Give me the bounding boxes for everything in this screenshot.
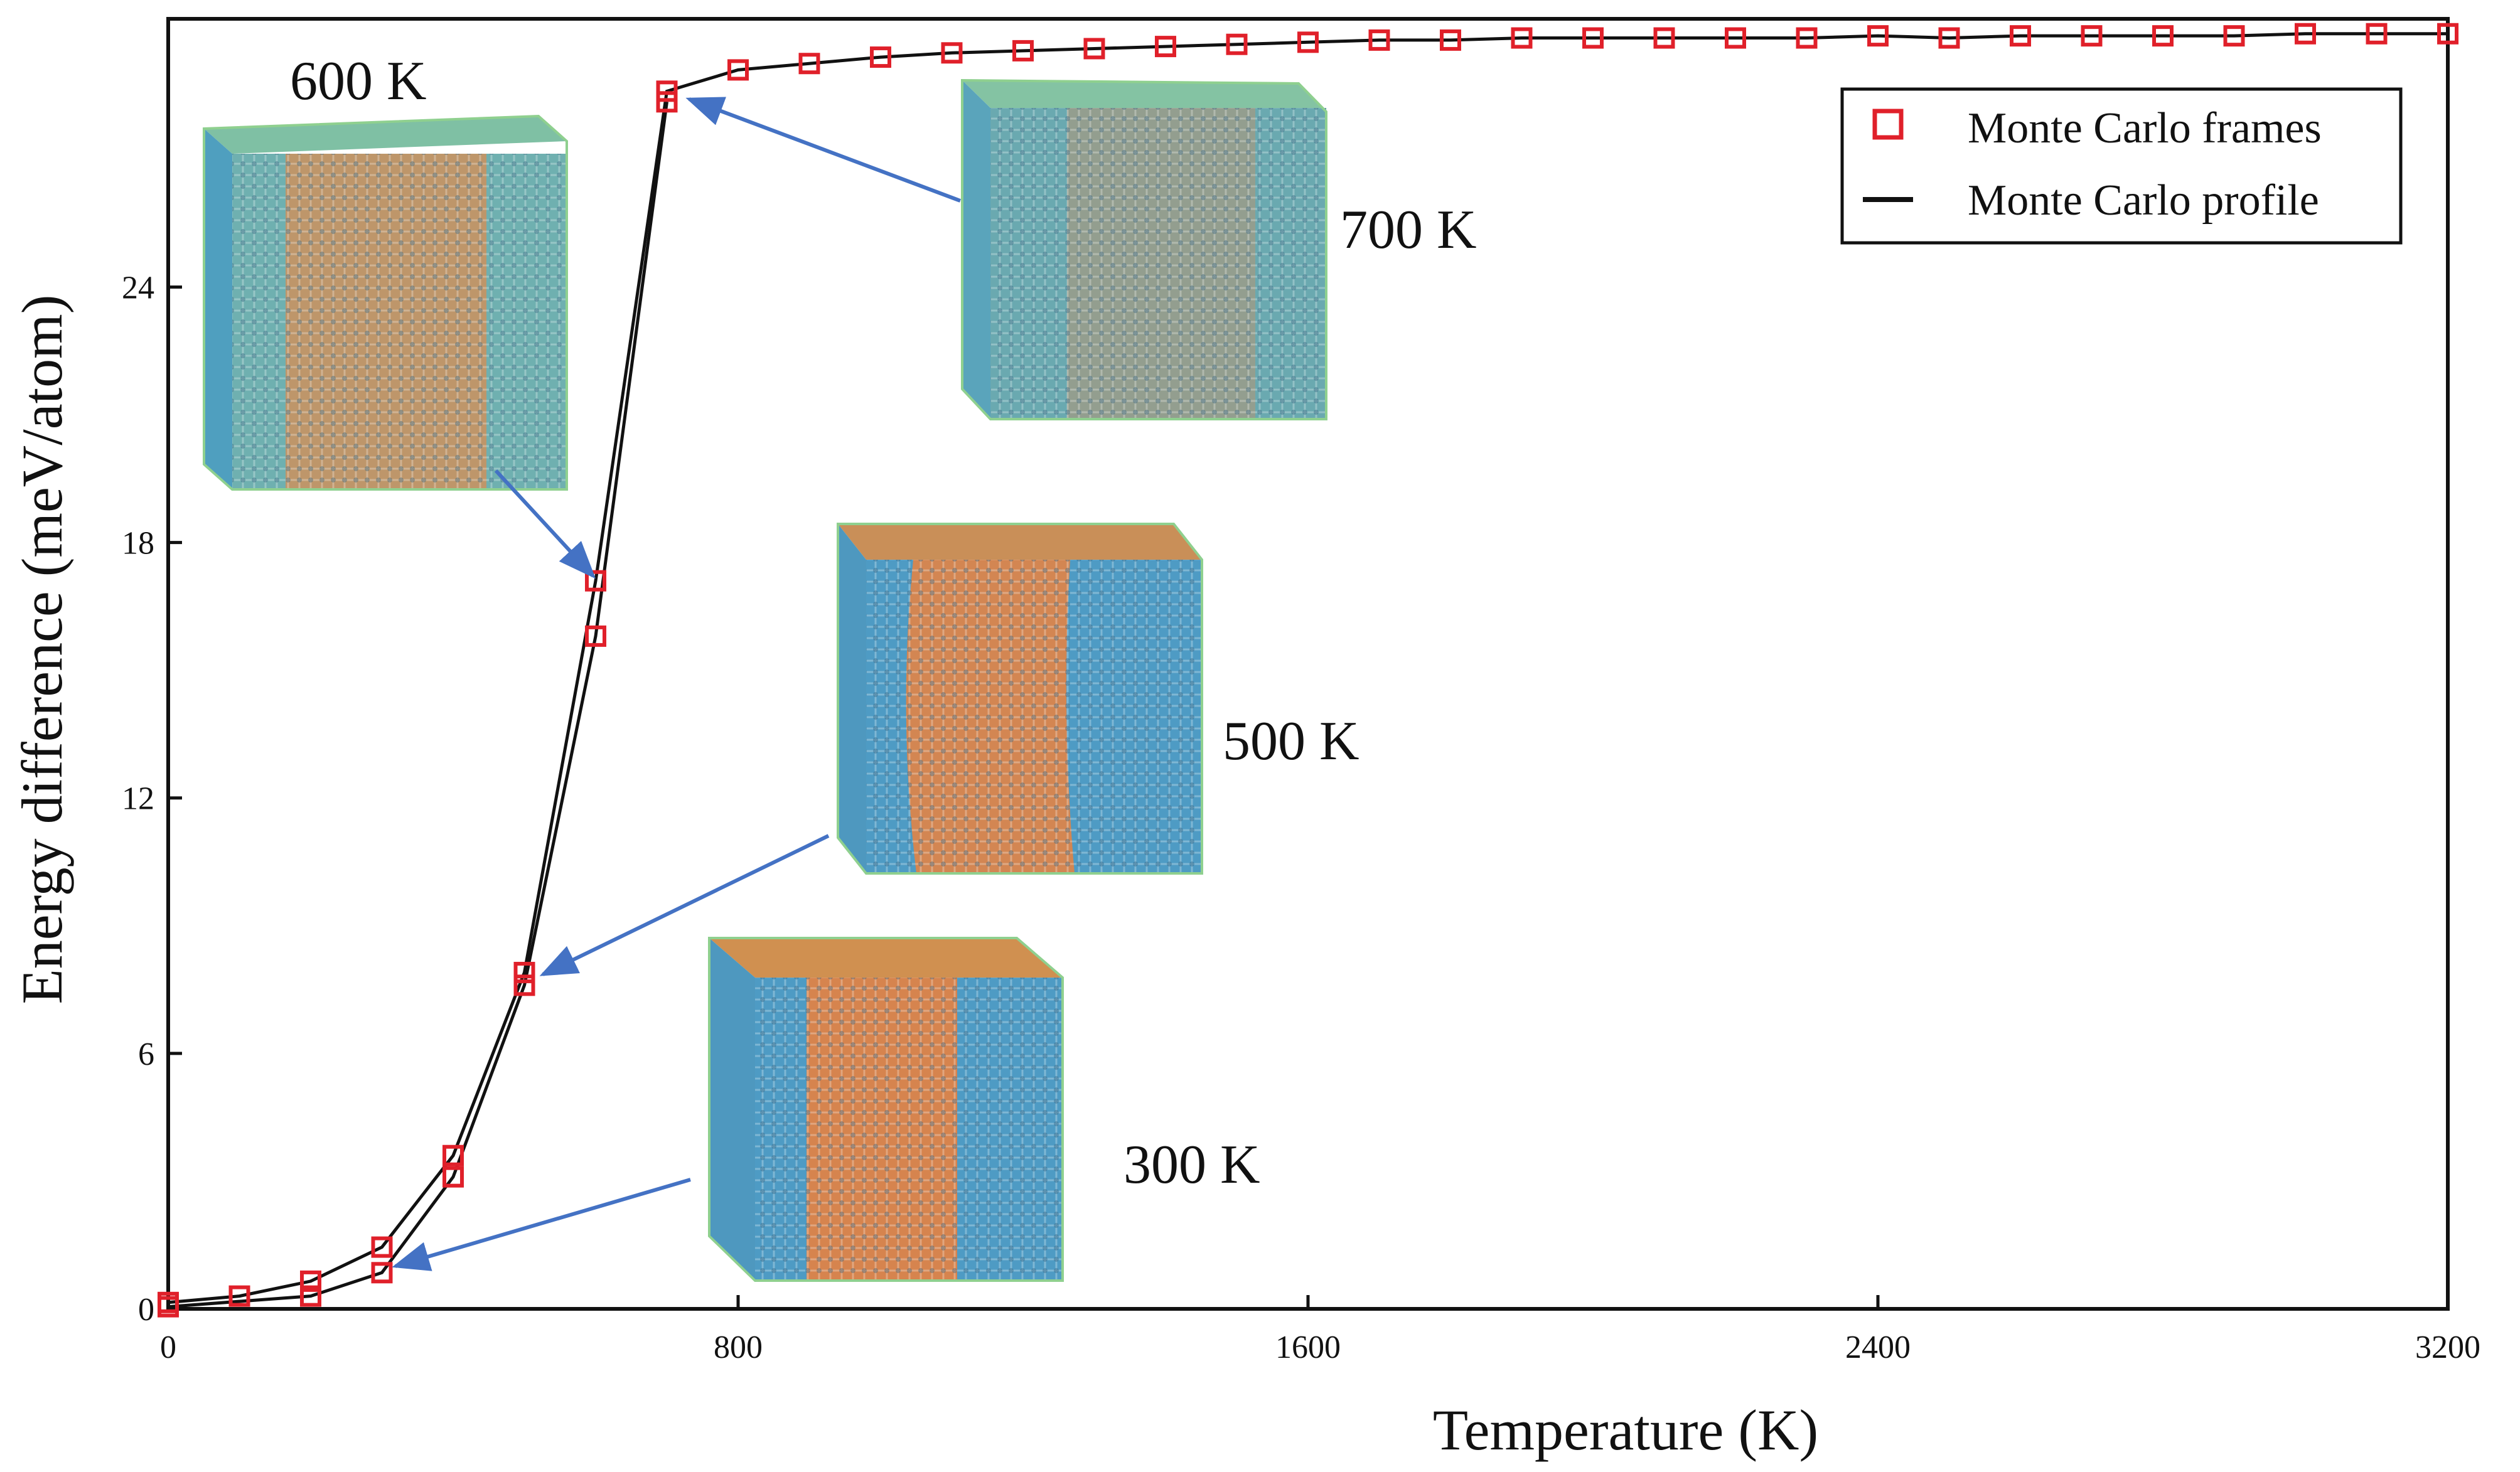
- x-axis-label: Temperature (K): [1433, 1398, 1818, 1462]
- frame-point: [1653, 27, 1675, 49]
- y-tick-label: 6: [138, 1037, 154, 1072]
- frame-point: [656, 91, 678, 113]
- series-line-2: [168, 32, 2448, 1304]
- frame-point: [158, 1296, 179, 1318]
- frame-point: [1511, 27, 1533, 49]
- y-tick-label: 12: [122, 781, 154, 817]
- frame-point: [585, 625, 606, 647]
- frame-point: [1368, 29, 1390, 51]
- frame-point: [228, 1285, 250, 1307]
- legend: Monte Carlo frames Monte Carlo profile: [1840, 87, 2403, 245]
- arrow-700k: [685, 97, 962, 203]
- frame-point: [1867, 25, 1889, 47]
- legend-label-frames: Monte Carlo frames: [1968, 104, 2322, 152]
- x-tick-label: 1600: [1275, 1330, 1341, 1365]
- frame-point: [513, 974, 535, 996]
- frame-point: [371, 1236, 393, 1258]
- arrow-600k: [494, 469, 596, 579]
- frame-point: [442, 1144, 464, 1166]
- frame-point: [1083, 38, 1105, 60]
- frame-point: [870, 46, 891, 68]
- frame-point: [2010, 25, 2031, 47]
- frame-point: [300, 1285, 321, 1307]
- frame-point: [371, 1262, 393, 1284]
- frame-point: [798, 53, 820, 75]
- frame-point: [1796, 27, 1818, 49]
- x-tick-label: 800: [714, 1330, 763, 1365]
- cube-300k-inset: [708, 937, 1064, 1282]
- frame-point: [1226, 33, 1248, 55]
- label-600k: 600 K: [290, 51, 427, 112]
- frame-point: [2223, 25, 2245, 47]
- x-tick-label: 0: [160, 1330, 176, 1365]
- frame-point: [1725, 27, 1746, 49]
- frame-point: [1938, 27, 1960, 49]
- y-tick-label: 18: [122, 526, 154, 562]
- cube-600k-inset: [203, 114, 568, 491]
- frame-point: [1582, 27, 1604, 49]
- frame-point: [2366, 23, 2388, 45]
- arrow-500k: [539, 834, 830, 976]
- frame-point: [941, 42, 963, 64]
- axis-ticks: 0 800 1600 2400 3200: [160, 1295, 2480, 1365]
- frame-point: [2152, 25, 2174, 47]
- y-axis-ticks: 0 6 12 18 24: [122, 270, 182, 1328]
- legend-marker-frames: [1872, 109, 1904, 140]
- label-300k: 300 K: [1123, 1134, 1260, 1195]
- frame-point: [1440, 29, 1461, 51]
- frame-point: [2081, 25, 2103, 47]
- frame-point: [300, 1270, 321, 1292]
- frame-point: [727, 59, 749, 81]
- frame-point: [442, 1166, 464, 1188]
- label-700k: 700 K: [1340, 200, 1477, 260]
- series-markers: [158, 23, 2458, 1318]
- frame-point: [513, 961, 535, 983]
- cube-700k-inset: [961, 78, 1327, 420]
- x-tick-label: 2400: [1845, 1330, 1911, 1365]
- y-axis-label: Energy difference (meV/atom): [10, 295, 74, 1005]
- frame-point: [2437, 23, 2458, 45]
- frame-point: [1297, 31, 1319, 53]
- series-line-3: [168, 101, 668, 1309]
- legend-box: [1840, 87, 2403, 245]
- x-tick-label: 3200: [2415, 1330, 2480, 1365]
- y-tick-label: 0: [138, 1292, 154, 1328]
- series-lines: [168, 32, 2448, 1309]
- frame-point: [1155, 36, 1176, 58]
- legend-label-profile: Monte Carlo profile: [1968, 176, 2319, 225]
- y-tick-label: 24: [122, 270, 154, 306]
- label-500k: 500 K: [1223, 711, 1359, 772]
- frame-point: [2295, 23, 2316, 45]
- arrow-300k: [392, 1178, 691, 1271]
- cube-500k-inset: [837, 523, 1203, 875]
- frame-point: [1012, 40, 1034, 61]
